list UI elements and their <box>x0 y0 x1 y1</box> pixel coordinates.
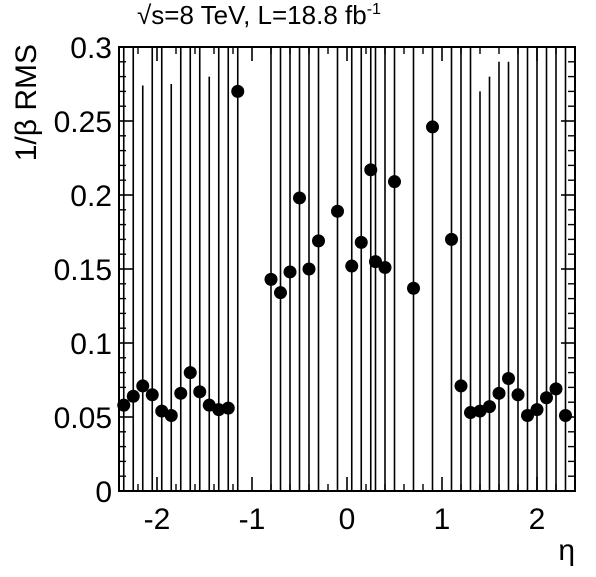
data-point-40 <box>559 409 572 423</box>
data-point-27 <box>426 120 439 134</box>
x-axis-ticks: -2 -1 0 1 2 <box>118 47 576 536</box>
data-point-7 <box>183 366 197 380</box>
x-tick-label-3: 1 <box>434 503 451 536</box>
data-points-layer <box>117 84 572 423</box>
data-point-23 <box>369 255 382 269</box>
data-point-11 <box>221 401 235 415</box>
data-point-34 <box>502 372 515 386</box>
data-point-18 <box>312 234 325 248</box>
data-point-37 <box>530 403 544 417</box>
data-point-28 <box>445 232 458 246</box>
x-tick-label-0: -2 <box>144 503 171 536</box>
title-superscript: -1 <box>367 1 381 18</box>
data-point-22 <box>364 163 378 177</box>
data-point-26 <box>407 281 420 295</box>
data-point-24 <box>378 261 392 275</box>
data-point-21 <box>354 235 368 249</box>
data-point-6 <box>174 386 188 400</box>
y-tick-label-0: 0 <box>95 476 112 509</box>
data-point-36 <box>521 409 534 423</box>
data-point-38 <box>540 391 553 405</box>
data-point-19 <box>331 204 344 218</box>
data-point-8 <box>193 385 207 399</box>
title-main-text: s=8 TeV, L=18.8 fb <box>151 0 366 30</box>
y-tick-label-5: 0.25 <box>54 106 112 139</box>
y-axis-label: 1/β RMS <box>10 44 43 161</box>
error-bars-layer <box>122 47 567 491</box>
x-tick-label-4: 2 <box>529 503 546 536</box>
data-point-13 <box>264 272 278 286</box>
chart-title: √s=8 TeV, L=18.8 fb-1 <box>137 0 381 30</box>
data-point-16 <box>293 191 306 205</box>
y-axis-ticks: 0 0.05 0.1 0.15 0.2 0.25 0.3 <box>54 32 575 509</box>
data-point-39 <box>549 382 563 396</box>
sqrt-symbol: √ <box>137 0 152 30</box>
data-point-32 <box>483 400 496 414</box>
y-tick-label-6: 0.3 <box>70 32 112 65</box>
data-point-5 <box>164 409 178 423</box>
x-axis-label: η <box>558 534 575 567</box>
data-point-14 <box>274 286 287 300</box>
data-point-1 <box>126 389 140 403</box>
data-point-29 <box>454 379 468 393</box>
y-tick-label-3: 0.15 <box>54 254 112 287</box>
data-point-17 <box>302 262 316 276</box>
data-point-3 <box>145 388 159 402</box>
data-point-33 <box>492 386 506 400</box>
data-point-2 <box>136 379 150 393</box>
x-tick-label-1: -1 <box>239 503 266 536</box>
data-point-35 <box>511 388 525 402</box>
data-point-20 <box>345 259 359 273</box>
y-tick-label-2: 0.1 <box>70 328 112 361</box>
y-tick-label-4: 0.2 <box>70 180 112 213</box>
x-tick-label-2: 0 <box>339 503 356 536</box>
data-point-15 <box>283 265 297 279</box>
data-point-12 <box>231 84 245 98</box>
y-tick-label-1: 0.05 <box>54 402 112 435</box>
data-point-25 <box>388 175 401 189</box>
